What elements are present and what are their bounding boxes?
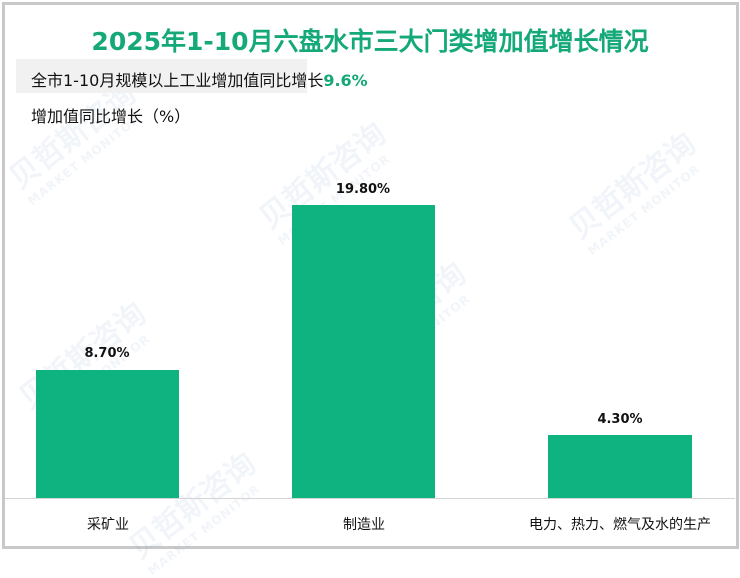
bar-mining bbox=[36, 370, 179, 498]
subtitle: 全市1-10月规模以上工业增加值同比增长9.6% bbox=[31, 67, 368, 91]
subtitle-highlight: 9.6% bbox=[323, 71, 368, 90]
subtitle-box bbox=[16, 59, 307, 93]
bar-value-label: 8.70% bbox=[84, 346, 130, 361]
bar-manufacturing bbox=[292, 205, 435, 498]
bar-value-label: 19.80% bbox=[335, 182, 391, 197]
bar-utilities bbox=[548, 435, 692, 498]
bar-value-label: 4.30% bbox=[597, 412, 643, 427]
x-axis-label: 电力、热力、燃气及水的生产 bbox=[529, 517, 711, 533]
x-axis-label: 采矿业 bbox=[87, 517, 129, 533]
x-axis-label: 制造业 bbox=[343, 517, 385, 533]
subtitle-prefix: 全市1-10月规模以上工业增加值同比增长 bbox=[31, 71, 324, 90]
x-axis-line bbox=[5, 498, 735, 499]
chart-title: 2025年1-10月六盘水市三大门类增加值增长情况 bbox=[91, 27, 649, 56]
y-axis-label: 增加值同比增长（%） bbox=[31, 107, 191, 126]
